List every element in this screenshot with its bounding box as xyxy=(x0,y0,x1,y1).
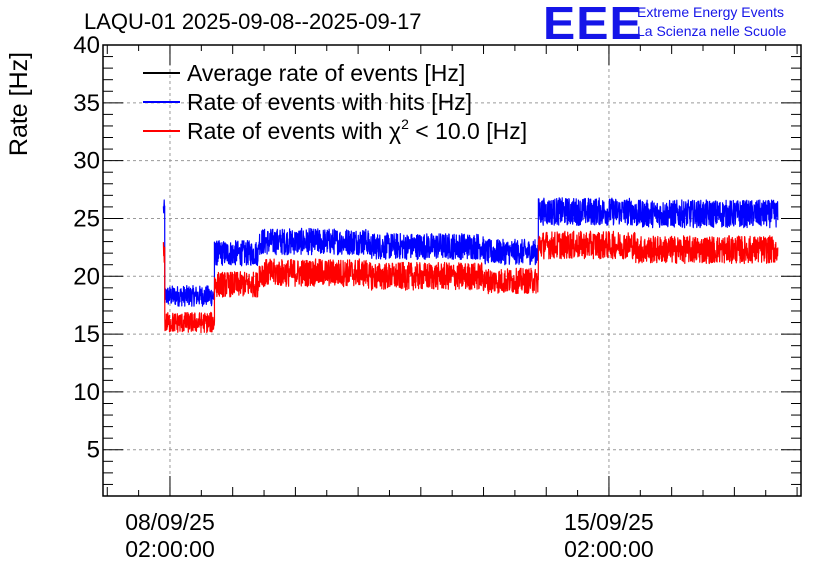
series-line xyxy=(162,197,779,307)
series-line xyxy=(162,230,779,334)
y-tick-label: 10 xyxy=(73,379,100,406)
x-tick-label: 15/09/25 xyxy=(564,509,654,535)
eee-logo: EEE xyxy=(543,0,643,49)
chart-title: LAQU-01 2025-09-08--2025-09-17 xyxy=(84,9,422,34)
y-tick-label: 25 xyxy=(73,205,100,232)
y-tick-label: 40 xyxy=(73,32,100,59)
logo-line-2: La Scienza nelle Scuole xyxy=(637,23,787,39)
legend: Average rate of events [Hz] Rate of event… xyxy=(143,60,527,144)
logo-caption: Extreme Energy Events La Scienza nelle S… xyxy=(637,3,786,41)
y-tick-label: 30 xyxy=(73,148,100,175)
legend-entry: Rate of events with hits [Hz] xyxy=(187,89,472,115)
ticks xyxy=(103,44,801,497)
legend-entry: Average rate of events [Hz] xyxy=(187,60,465,86)
y-tick-label: 35 xyxy=(73,90,100,117)
legend-entry: Rate of events with χ2 < 10.0 [Hz] xyxy=(187,116,527,144)
series-layer xyxy=(162,197,779,334)
x-tick-label: 02:00:00 xyxy=(125,536,215,562)
x-tick-label: 02:00:00 xyxy=(564,536,654,562)
x-tick-label: 08/09/25 xyxy=(125,509,215,535)
y-axis-label: Rate [Hz] xyxy=(5,52,33,156)
y-tick-label: 5 xyxy=(87,437,100,464)
y-tick-label: 15 xyxy=(73,321,100,348)
axis-labels: 51015202530354008/09/2502:00:0015/09/250… xyxy=(73,32,653,562)
y-tick-label: 20 xyxy=(73,263,100,290)
logo-line-1: Extreme Energy Events xyxy=(637,4,785,20)
